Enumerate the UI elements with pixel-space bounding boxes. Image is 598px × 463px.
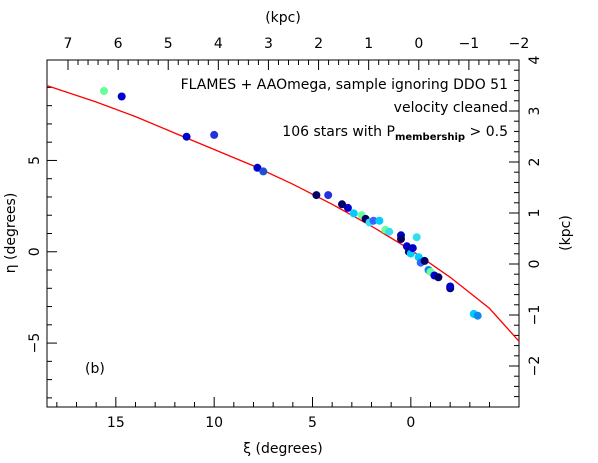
right-tick-label: −2 (527, 356, 543, 377)
data-point (338, 200, 346, 209)
right-tick-label: 4 (527, 55, 543, 64)
annotation-line-3-tail: > 0.5 (465, 124, 508, 140)
y-axis-label: η (degrees) (3, 193, 19, 274)
y-tick-label: −5 (27, 333, 43, 354)
data-point (117, 92, 126, 101)
top-tick-label: 1 (364, 36, 373, 52)
fit-curve (46, 84, 520, 342)
annotation-line-3-main: 106 stars with P (282, 124, 395, 140)
plot-frame (46, 59, 520, 408)
top-tick-label: 4 (214, 36, 223, 52)
right-tick-label: 3 (527, 107, 543, 116)
y-tick-label: 5 (27, 156, 43, 165)
data-point (182, 132, 191, 141)
annotation-line-2: velocity cleaned (394, 100, 508, 116)
top-tick-label: −1 (459, 36, 480, 52)
annotation-line-1: FLAMES + AAOmega, sample ignoring DDO 51 (181, 77, 508, 93)
data-point (385, 227, 394, 236)
data-point (259, 167, 268, 176)
data-point (210, 130, 219, 139)
points-group (100, 87, 482, 320)
data-point (369, 216, 378, 225)
data-point (397, 235, 405, 243)
x-tick-label: 15 (107, 415, 125, 431)
top-tick-label: 6 (114, 36, 123, 52)
top-axis-label: (kpc) (265, 10, 301, 26)
data-point (420, 256, 429, 265)
data-point (446, 282, 455, 291)
top-tick-label: −2 (509, 36, 530, 52)
annotation-line-3: 106 stars with Pmembership > 0.5 (282, 124, 508, 143)
x-tick-label: 5 (308, 415, 317, 431)
y-tick-label: 0 (27, 247, 43, 256)
data-point (412, 233, 421, 242)
right-axis-label: (kpc) (558, 215, 574, 251)
top-tick-label: 7 (64, 36, 73, 52)
data-point (312, 191, 321, 200)
annotation-line-3-sub: membership (395, 132, 465, 143)
x-axis-label: ξ (degrees) (243, 441, 323, 457)
x-tick-label: 0 (406, 415, 415, 431)
right-tick-label: 1 (527, 209, 543, 218)
plot-area (46, 59, 520, 408)
top-tick-label: 2 (314, 36, 323, 52)
data-point (408, 244, 417, 253)
data-point (253, 163, 262, 172)
data-point (349, 209, 358, 218)
panel-label: (b) (85, 361, 105, 377)
top-tick-label: 5 (164, 36, 173, 52)
top-tick-label: 0 (414, 36, 423, 52)
right-tick-label: 2 (527, 158, 543, 167)
x-tick-label: 10 (205, 415, 223, 431)
data-point (343, 203, 352, 212)
data-point (434, 273, 443, 282)
data-point (473, 311, 482, 320)
data-point (375, 216, 384, 225)
data-point (324, 191, 333, 200)
right-tick-label: 0 (527, 260, 543, 269)
right-tick-label: −1 (527, 305, 543, 326)
top-tick-label: 3 (264, 36, 273, 52)
data-point (100, 87, 108, 95)
